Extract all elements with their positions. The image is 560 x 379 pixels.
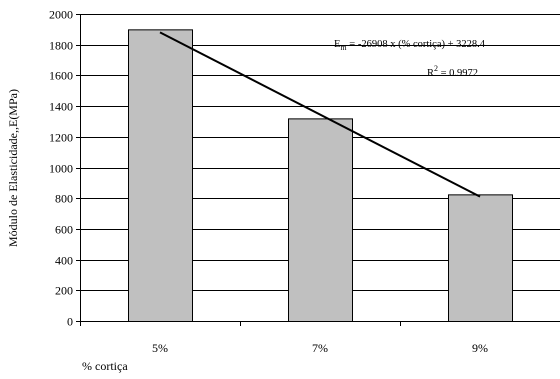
y-tick-label: 1600	[49, 69, 73, 83]
axes	[76, 14, 560, 326]
trendline-r-squared: R2 = 0.9972	[427, 64, 478, 79]
x-axis-title: % cortiça	[82, 359, 128, 373]
x-tick-label: 9%	[472, 341, 488, 355]
y-axis-title: Módulo de Elasticidade,,E(MPa)	[6, 89, 20, 247]
y-tick-label: 1800	[49, 39, 73, 53]
y-tick-label: 800	[55, 192, 73, 206]
y-tick-label: 200	[55, 284, 73, 298]
x-tick-labels: 5% 7% 9%	[152, 341, 488, 355]
trendline	[159, 31, 481, 198]
y-tick-labels: 0 200 400 600 800 1000 1200 1400 1600 1800 2000	[49, 8, 73, 329]
y-tick-label: 2000	[49, 8, 73, 22]
bar-9pct	[448, 194, 513, 322]
y-tick-label: 1000	[49, 162, 73, 176]
y-tick-label: 1200	[49, 131, 73, 145]
bar-7pct	[288, 118, 353, 322]
bar-5pct	[128, 29, 193, 322]
y-tick-label: 400	[55, 254, 73, 268]
trendline-group	[159, 31, 481, 198]
y-tick-label: 600	[55, 223, 73, 237]
y-tick-label: 1400	[49, 100, 73, 114]
x-tick-label: 7%	[312, 341, 328, 355]
trendline-equation: Em = -26908 x (% cortiça) + 3228.4	[334, 39, 486, 52]
y-tick-label: 0	[67, 315, 73, 329]
x-tick-label: 5%	[152, 341, 168, 355]
